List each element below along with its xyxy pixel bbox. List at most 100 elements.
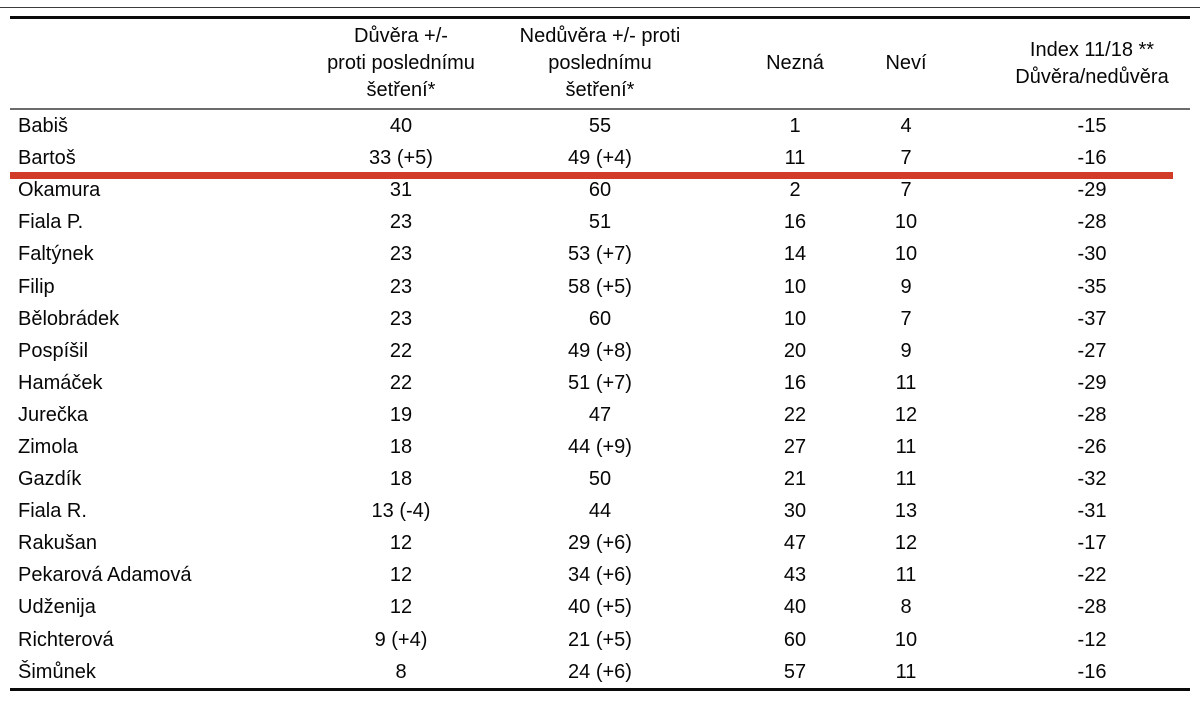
column-header-nezna: Nezná	[716, 19, 874, 110]
cell-value: 30	[783, 500, 807, 523]
table-row: Richterová 9 (+4) 21 (+5) 60 10 -12	[10, 624, 1190, 656]
cell-value: 10	[894, 243, 918, 266]
cell-value: 7	[900, 307, 912, 330]
cell-value: 11	[895, 435, 917, 458]
cell-value: 27	[783, 435, 807, 458]
cell-value: 10	[783, 275, 807, 298]
cell-value: 9	[900, 339, 912, 362]
cell-value: 43	[783, 564, 807, 587]
cell-name: Pekarová Adamová	[18, 564, 192, 587]
cell-value: 23	[389, 307, 413, 330]
cell-value: -16	[1077, 660, 1107, 683]
cell-value: 10	[894, 211, 918, 234]
cell-value: 13 (-4)	[371, 500, 431, 523]
cell-name: Zimola	[18, 435, 79, 458]
table-row: Okamura 31 60 2 7 -29	[10, 174, 1190, 206]
cell-value: 60	[783, 628, 807, 651]
cell-value: -32	[1077, 468, 1107, 491]
table-row: Hamáček 22 51 (+7) 16 11 -29	[10, 367, 1190, 399]
cell-value: -35	[1077, 275, 1107, 298]
cell-value: 10	[783, 307, 807, 330]
cell-value: -28	[1077, 596, 1107, 619]
cell-value: -16	[1077, 147, 1107, 170]
table-row: Pekarová Adamová 12 34 (+6) 43 11 -22	[10, 559, 1190, 591]
highlight-underline	[10, 172, 1173, 179]
table-row: Fiala P. 23 51 16 10 -28	[10, 206, 1190, 238]
column-header-duvera: Důvěra +/- proti poslednímu šetření*	[318, 19, 484, 110]
table-row: Faltýnek 23 53 (+7) 14 10 -30	[10, 238, 1190, 270]
cell-value: 4	[900, 115, 912, 138]
cell-value: 22	[389, 339, 413, 362]
cell-value: 29 (+6)	[568, 532, 632, 555]
cell-value: 12	[389, 564, 413, 587]
cell-value: -29	[1077, 371, 1107, 394]
cell-value: -22	[1077, 564, 1107, 587]
cell-value: 40	[783, 596, 807, 619]
table-row: Jurečka 19 47 22 12 -28	[10, 399, 1190, 431]
cell-value: 11	[895, 564, 917, 587]
header-row: Důvěra +/- proti poslednímu šetření* Nedů…	[10, 19, 1190, 110]
cell-value: 13	[894, 500, 918, 523]
cell-value: 9	[900, 275, 912, 298]
cell-value: 47	[588, 403, 612, 426]
cell-value: 44 (+9)	[568, 435, 632, 458]
cell-name: Babiš	[18, 115, 69, 138]
cell-name: Pospíšil	[18, 339, 89, 362]
cell-name: Rakušan	[18, 532, 97, 555]
cell-value: 12	[389, 532, 413, 555]
cell-value: -30	[1077, 243, 1107, 266]
cell-value: -28	[1077, 211, 1107, 234]
column-header-name	[10, 19, 318, 110]
cell-value: 12	[389, 596, 413, 619]
trust-table: Důvěra +/- proti poslednímu šetření* Nedů…	[10, 19, 1190, 691]
cell-value: 19	[389, 403, 413, 426]
cell-name: Fiala R.	[18, 500, 87, 523]
cell-name: Hamáček	[18, 371, 103, 394]
column-header-index: Index 11/18 ** Důvěra/nedůvěra	[938, 19, 1190, 110]
cell-value: 21 (+5)	[568, 628, 632, 651]
cell-value: 47	[783, 532, 807, 555]
cell-value: 16	[783, 371, 807, 394]
cell-name: Filip	[18, 275, 55, 298]
cell-value: 11	[895, 468, 917, 491]
top-rule-thin	[0, 7, 1200, 8]
cell-value: 12	[894, 403, 918, 426]
cell-name: Fiala P.	[18, 211, 84, 234]
column-header-nevi: Neví	[874, 19, 938, 110]
cell-value: 58 (+5)	[568, 275, 632, 298]
cell-value: -15	[1077, 115, 1107, 138]
cell-value: 1	[789, 115, 801, 138]
table-row: Gazdík 18 50 21 11 -32	[10, 463, 1190, 495]
cell-value: 18	[389, 435, 413, 458]
cell-value: 34 (+6)	[568, 564, 632, 587]
table-row: Šimůnek 8 24 (+6) 57 11 -16	[10, 656, 1190, 690]
cell-value: -17	[1077, 532, 1107, 555]
table-body: Babiš 40 55 1 4 -15 Bartoš 33 (+5) 49 (+4) 11 7 -16…	[10, 109, 1190, 689]
table-row: Udženija 12 40 (+5) 40 8 -28	[10, 591, 1190, 623]
cell-value: 16	[783, 211, 807, 234]
cell-name: Okamura	[18, 179, 101, 202]
cell-value: 23	[389, 275, 413, 298]
cell-value: 12	[894, 532, 918, 555]
cell-value: 50	[588, 468, 612, 491]
cell-value: 31	[389, 179, 413, 202]
table-header: Důvěra +/- proti poslednímu šetření* Nedů…	[10, 19, 1190, 110]
cell-value: 18	[389, 468, 413, 491]
cell-value: 22	[783, 403, 807, 426]
cell-value: 49 (+8)	[568, 339, 632, 362]
cell-name: Bartoš	[18, 147, 76, 170]
cell-value: -31	[1077, 500, 1107, 523]
cell-value: 20	[783, 339, 807, 362]
cell-value: 23	[389, 211, 413, 234]
table-row: Bělobrádek 23 60 10 7 -37	[10, 303, 1190, 335]
table-row: Pospíšil 22 49 (+8) 20 9 -27	[10, 335, 1190, 367]
cell-value: 8	[900, 596, 912, 619]
cell-value: 57	[783, 660, 807, 683]
cell-value: 11	[895, 371, 917, 394]
cell-name: Jurečka	[18, 403, 89, 426]
cell-value: 11	[895, 660, 917, 683]
table-row: Zimola 18 44 (+9) 27 11 -26	[10, 431, 1190, 463]
cell-value: -12	[1077, 628, 1107, 651]
column-header-neduvera: Nedůvěra +/- proti poslednímu šetření*	[484, 19, 716, 110]
cell-value: -28	[1077, 403, 1107, 426]
